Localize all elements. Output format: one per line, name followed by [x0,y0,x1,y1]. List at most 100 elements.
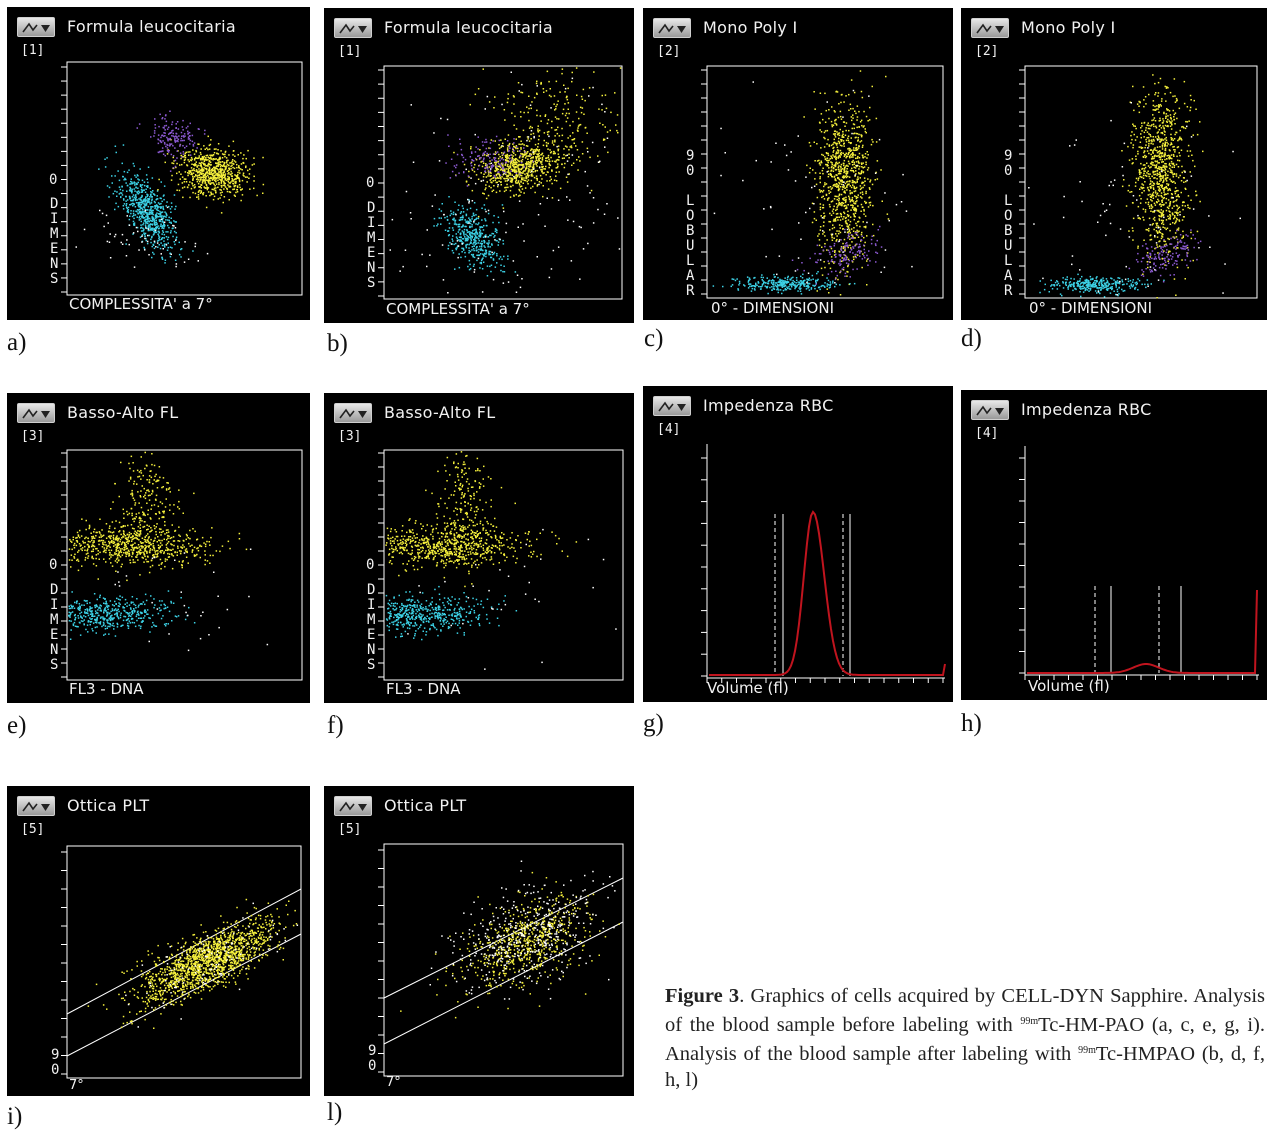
cell-dot [579,106,582,109]
cell-dot [845,170,848,172]
cell-dot [855,197,858,200]
cell-dot [808,289,811,291]
cell-dot [218,171,220,173]
cell-dot [221,168,224,171]
cell-dot [738,284,740,286]
cell-dot [772,283,774,286]
cell-dot [491,165,494,167]
cell-dot [233,185,236,188]
cell-dot [477,168,479,170]
cell-dot [1156,105,1158,107]
cell-dot [845,199,847,202]
waveform-dropdown-icon[interactable] [971,18,1009,38]
cell-dot [194,163,196,165]
cell-dot [854,174,856,176]
cell-dot [489,142,492,144]
cell-dot [126,207,128,210]
cell-dot [581,141,584,143]
cell-dot [580,95,583,98]
cell-dot [148,254,150,256]
cell-dot [577,169,579,171]
cell-dot [521,174,523,177]
cell-dot [152,251,154,254]
cell-dot [1151,164,1154,166]
waveform-dropdown-icon[interactable] [334,18,372,38]
cell-dot [802,280,805,283]
cell-dot [170,222,172,224]
cell-dot [545,141,548,144]
cell-dot [527,158,529,160]
cell-dot [762,280,764,282]
waveform-dropdown-icon[interactable] [17,17,55,37]
cell-dot [1184,205,1186,207]
cell-dot [575,145,577,147]
cell-dot [802,273,804,276]
cell-dot [845,216,847,219]
cell-dot [146,193,148,196]
cell-dot [826,283,829,285]
cell-dot [1174,190,1176,193]
cell-dot [152,244,155,246]
cell-dot [1195,190,1197,193]
cell-dot [829,281,832,283]
cell-dot [551,182,553,185]
cell-dot [180,256,182,258]
cell-dot [496,169,498,172]
cell-dot [165,216,167,218]
cell-dot [138,219,141,221]
cell-dot [529,104,532,106]
cell-dot [450,158,453,160]
cell-dot [236,189,238,191]
cell-dot [520,140,522,142]
cell-dot [843,164,845,167]
cell-dot [462,238,464,240]
cell-dot [845,245,847,247]
cell-dot [465,246,468,249]
cell-dot [503,190,506,193]
cell-dot [541,158,544,161]
cell-dot [211,155,214,157]
cell-dot [221,161,224,163]
cell-dot [536,162,538,164]
cell-dot [541,166,543,168]
cell-dot [843,169,845,171]
cell-dot [466,243,468,246]
cell-dot [828,144,830,146]
cell-dot [831,124,833,126]
cell-dot [476,254,478,256]
cell-dot [234,155,236,157]
cell-dot [765,282,767,284]
cell-dot [473,166,475,169]
cell-dot [197,171,200,174]
cell-dot [814,284,817,287]
cell-dot [1177,194,1179,196]
cell-dot [220,180,223,182]
cell-dot [484,219,487,222]
cell-dot [467,198,469,201]
cell-dot [1183,127,1185,129]
cell-dot [509,165,511,167]
cell-dot [499,159,501,162]
cell-dot [214,185,216,187]
cell-dot [199,159,202,161]
cell-dot [215,177,218,179]
cell-dot [1158,186,1160,188]
cell-dot [475,214,477,216]
waveform-dropdown-icon[interactable] [653,18,691,38]
cell-dot [207,135,209,138]
cell-dot [790,277,793,279]
cell-dot [847,137,849,139]
cell-dot [166,219,169,221]
cell-dot [1153,173,1155,176]
cell-dot [787,275,789,278]
cell-dot [162,208,165,211]
cell-dot [844,221,847,223]
cell-dot [521,167,524,169]
cell-dot [856,251,859,253]
cell-dot [790,279,792,281]
cell-dot [792,279,794,282]
cell-dot [816,244,819,247]
cell-dot [480,261,482,264]
cell-dot [504,186,506,189]
cell-dot [135,210,137,212]
